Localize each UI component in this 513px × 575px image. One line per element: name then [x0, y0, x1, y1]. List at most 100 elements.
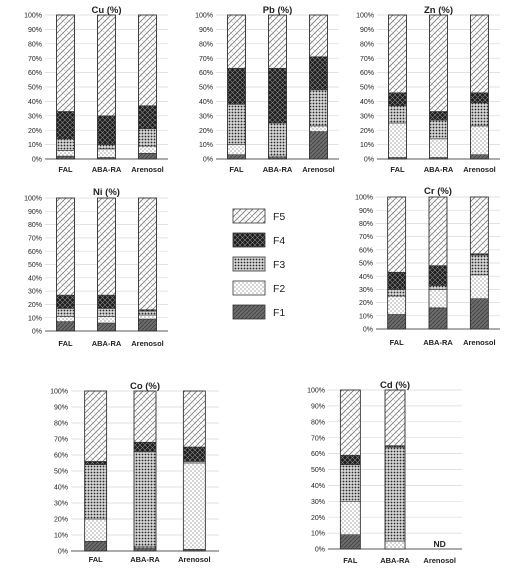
bar-segment-f4: [387, 271, 406, 290]
x-tick-label: FAL: [89, 555, 104, 564]
bar-segment-f2: [388, 122, 407, 158]
x-tick-label: FAL: [229, 165, 244, 174]
bar-segment-f4: [133, 441, 157, 453]
y-tick-label: 100%: [24, 196, 42, 203]
y-tick-label: 60%: [359, 247, 373, 254]
bar-segment-f1: [387, 314, 406, 330]
y-tick-label: 0%: [58, 549, 68, 556]
y-tick-label: 100%: [356, 13, 374, 20]
bar-segment-f2: [138, 314, 157, 320]
bar-segment-f2: [97, 148, 116, 158]
bar-segment-f5: [138, 197, 157, 311]
bar-segment-f5: [183, 390, 206, 448]
y-tick-label: 80%: [28, 41, 42, 48]
y-tick-label: 70%: [28, 236, 42, 243]
bar-segment-f2: [384, 540, 406, 550]
y-tick-label: 70%: [311, 435, 325, 442]
y-tick-label: 50%: [311, 467, 325, 474]
bar-segment-f2: [227, 144, 246, 155]
bar-segment-f4: [429, 111, 448, 121]
bar-segment-f3: [133, 451, 157, 547]
x-tick-label: ABA-RA: [92, 339, 122, 348]
y-tick-label: 0%: [32, 329, 42, 336]
y-tick-label: 100%: [307, 388, 325, 395]
y-tick-label: 70%: [360, 56, 374, 63]
legend-swatch: [232, 304, 266, 320]
legend-label: F3: [273, 259, 285, 271]
y-tick-label: 60%: [199, 70, 213, 77]
bar-outline: [429, 14, 448, 160]
bar-segment-f5: [470, 196, 489, 255]
y-tick-label: 100%: [355, 195, 373, 202]
bar-segment-f1: [340, 534, 361, 550]
y-tick-label: 40%: [311, 483, 325, 490]
bar-segment-f4: [388, 92, 407, 107]
bar-segment-f1: [428, 307, 448, 330]
bar-segment-f2: [309, 125, 328, 132]
bar-segment-f3: [428, 285, 448, 290]
y-tick-label: 0%: [32, 157, 42, 164]
x-tick-label: FAL: [390, 338, 405, 347]
y-tick-label: 60%: [311, 451, 325, 458]
y-tick-label: 0%: [363, 327, 373, 334]
bar-segment-f5: [97, 14, 116, 117]
x-tick-label: FAL: [343, 556, 358, 565]
y-tick-label: 20%: [360, 128, 374, 135]
chart-zn: 0% 10% 20% 30% 40% 50% 60% 70% 80% 90% 100% Zn (%) F…: [356, 5, 500, 174]
y-tick-label: 50%: [199, 85, 213, 92]
y-tick-label: 30%: [360, 113, 374, 120]
bar-outline: [138, 14, 157, 160]
bar-segment-f5: [429, 14, 448, 112]
legend-swatch: [232, 208, 266, 224]
y-tick-label: 50%: [28, 262, 42, 269]
y-tick-label: 80%: [359, 221, 373, 228]
y-tick-label: 10%: [359, 313, 373, 320]
bar-outline: [56, 197, 75, 332]
y-tick-label: 50%: [54, 469, 68, 476]
bar-segment-f4: [97, 294, 116, 309]
x-tick-label: FAL: [58, 165, 73, 174]
bar-segment-f5: [268, 14, 287, 69]
bar-segment-f2: [428, 289, 448, 309]
y-tick-label: 10%: [360, 142, 374, 149]
bar-segment-f2: [387, 295, 406, 315]
y-tick-label: 10%: [54, 533, 68, 540]
legend-swatch: [232, 256, 266, 272]
bar-outline: [384, 389, 406, 550]
bar-outline: [388, 14, 407, 160]
bar-segment-f1: [470, 298, 489, 330]
bar-segment-f1: [138, 318, 157, 332]
bar-segment-f1: [133, 547, 157, 552]
y-tick-label: 80%: [311, 419, 325, 426]
x-tick-label: Arenosol: [131, 339, 164, 348]
y-tick-label: 50%: [359, 261, 373, 268]
legend-item-f3: F3: [232, 256, 285, 272]
y-tick-label: 30%: [28, 113, 42, 120]
bar-outline: [56, 14, 75, 160]
bar-segment-f1: [309, 131, 328, 160]
bar-segment-f4: [56, 294, 75, 309]
bar-outline: [470, 14, 489, 160]
y-tick-label: 40%: [28, 99, 42, 106]
x-tick-label: FAL: [58, 339, 73, 348]
y-tick-label: 90%: [28, 209, 42, 216]
bar-segment-f5: [384, 389, 406, 446]
bar-segment-f5: [387, 196, 406, 273]
bar-segment-f3: [470, 102, 489, 127]
bar-segment-f3: [309, 89, 328, 127]
bar-segment-f2: [470, 274, 489, 299]
bar-segment-f1: [56, 155, 75, 160]
bar-segment-f3: [429, 119, 448, 140]
legend-label: F4: [273, 235, 285, 247]
y-tick-label: 10%: [311, 531, 325, 538]
legend-swatch: [232, 232, 266, 248]
bar-segment-f2: [183, 462, 206, 550]
legend-label: F1: [273, 307, 285, 319]
bar-segment-f5: [138, 14, 157, 107]
y-tick-label: 0%: [203, 157, 213, 164]
bar-segment-f3: [388, 105, 407, 124]
bar-segment-f2: [97, 316, 116, 324]
legend: F5 F4 F3 F2 F1: [232, 208, 285, 320]
bar-outline: [309, 14, 328, 160]
y-tick-label: 20%: [199, 128, 213, 135]
